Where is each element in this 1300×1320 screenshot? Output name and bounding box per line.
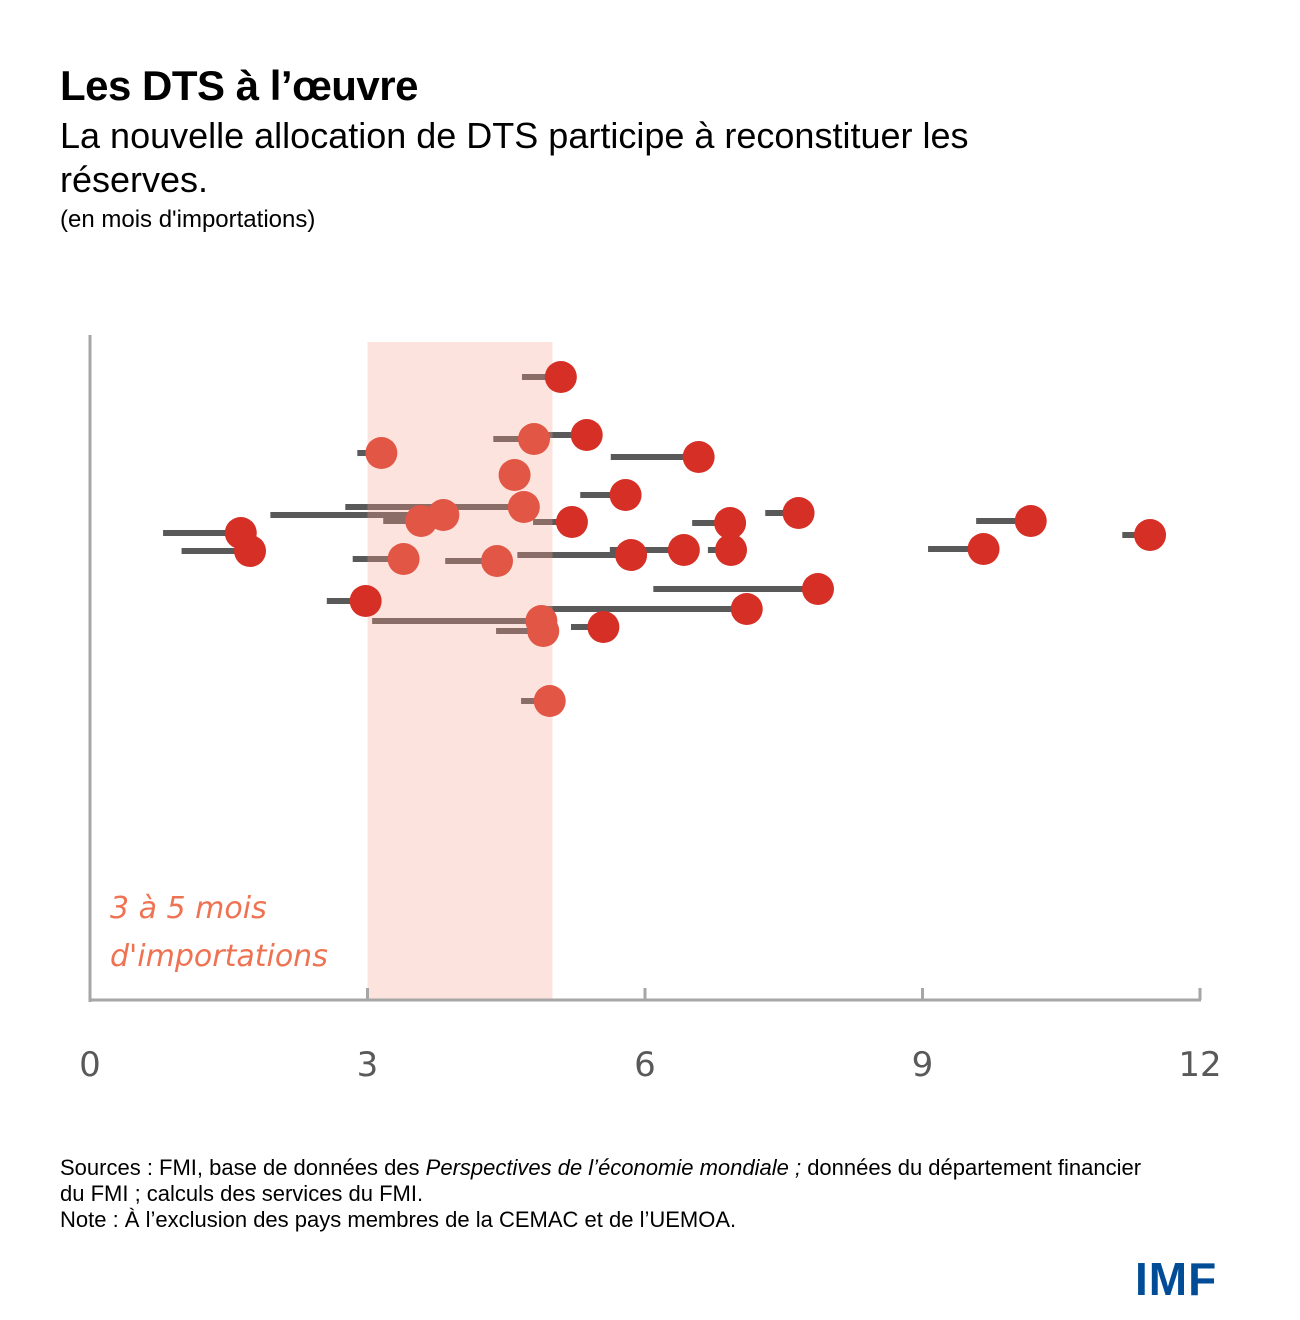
chart-title: Les DTS à l’œuvre — [60, 62, 418, 109]
after-allocation-dot — [714, 507, 747, 539]
chart-subtitle: La nouvelle allocation de DTS participe … — [60, 115, 969, 200]
sources-note: Sources : FMI, base de données des Persp… — [60, 1155, 1160, 1233]
after-allocation-dot — [518, 423, 550, 455]
after-allocation-dot — [730, 593, 763, 625]
after-allocation-dot — [615, 539, 648, 571]
after-allocation-dot — [682, 441, 715, 473]
after-allocation-dot — [365, 437, 398, 469]
chart-unit: (en mois d'importations) — [60, 206, 316, 233]
after-allocation-dot — [498, 459, 531, 491]
band-label-line1: 3 à 5 mois — [110, 891, 267, 926]
after-allocation-dot — [555, 506, 588, 538]
x-tick-label: 12 — [1178, 1045, 1221, 1085]
after-allocation-dot — [544, 361, 577, 393]
after-allocation-dot — [1014, 505, 1047, 537]
after-allocation-dot — [782, 497, 815, 529]
after-allocation-dot — [234, 535, 267, 567]
after-allocation-dot — [387, 543, 420, 575]
sources-prefix: Sources : FMI, base de données des — [60, 1155, 426, 1180]
after-allocation-dot — [405, 505, 438, 537]
after-allocation-dot — [667, 534, 700, 566]
x-tick-label: 6 — [634, 1045, 656, 1085]
after-allocation-dot — [967, 533, 1000, 565]
after-allocation-dot — [715, 534, 748, 566]
note-text: Note : À l’exclusion des pays membres de… — [60, 1207, 737, 1232]
x-tick-label: 3 — [357, 1045, 379, 1085]
after-allocation-dot — [609, 479, 642, 511]
after-allocation-dot — [801, 573, 834, 605]
band-label-line2: d'importations — [110, 939, 328, 974]
imf-logo: IMF — [1135, 1253, 1218, 1305]
after-allocation-dot — [587, 611, 620, 643]
after-allocation-dot — [349, 585, 382, 617]
after-allocation-dot — [1134, 519, 1167, 551]
x-tick-label: 0 — [79, 1045, 101, 1085]
after-allocation-dot — [481, 545, 513, 577]
sources-suffix: données du département financier du FMI … — [60, 1155, 1142, 1206]
target-band — [367, 342, 553, 1000]
after-allocation-dot — [570, 419, 603, 451]
after-allocation-dot — [507, 491, 540, 523]
x-tick-label: 9 — [912, 1045, 934, 1085]
sources-italic: Perspectives de l’économie mondiale ; — [425, 1155, 802, 1180]
after-allocation-dot — [527, 615, 560, 647]
after-allocation-dot — [533, 685, 566, 717]
